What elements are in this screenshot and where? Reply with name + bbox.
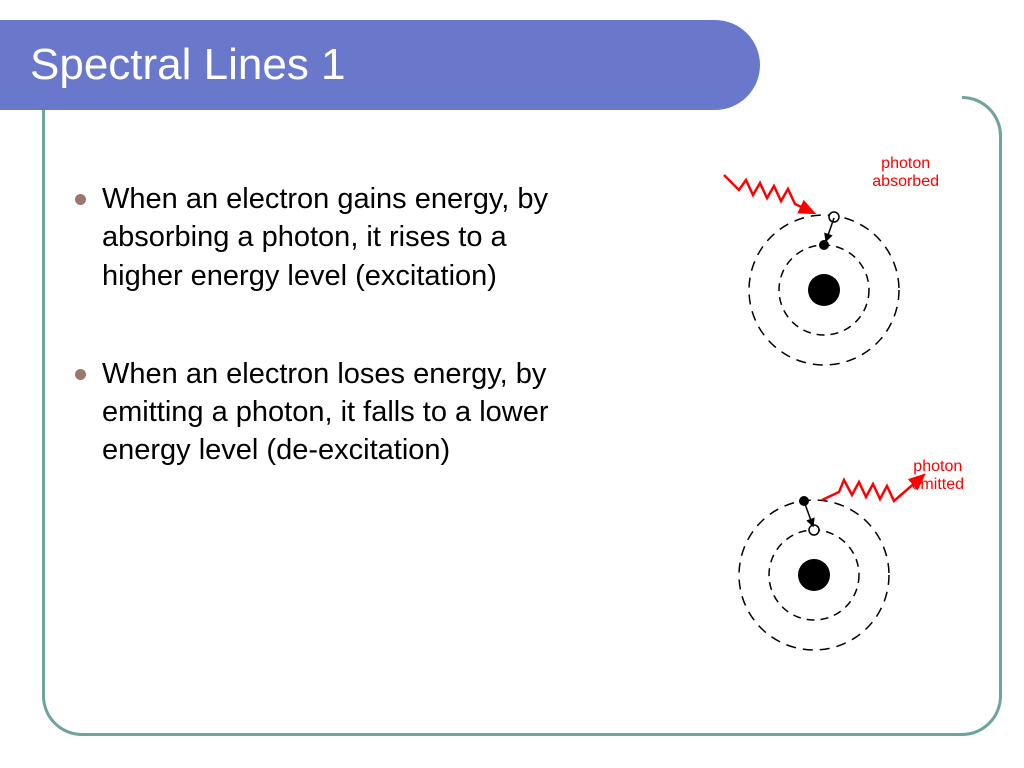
- frame-corner: [962, 96, 1002, 136]
- bullet-icon: [75, 369, 86, 380]
- photon-absorbed-label: photon absorbed: [872, 155, 939, 192]
- electron-lower: [819, 240, 829, 250]
- list-item: When an electron gains energy, by absorb…: [75, 180, 595, 295]
- diagram-absorption: photon absorbed: [684, 155, 964, 395]
- bullet-text: When an electron loses energy, by emitti…: [102, 355, 595, 470]
- slide-title: Spectral Lines 1: [30, 40, 346, 90]
- photon-emitted-label: photon emitted: [912, 458, 964, 495]
- transition-arrow: [805, 504, 813, 526]
- title-header: Spectral Lines 1: [0, 20, 760, 110]
- electron-upper: [829, 212, 839, 222]
- photon-wave-icon: [822, 475, 924, 501]
- bullet-list: When an electron gains energy, by absorb…: [75, 180, 595, 530]
- diagram-emission: photon emitted: [684, 430, 964, 670]
- nucleus: [798, 559, 830, 591]
- nucleus: [808, 274, 840, 306]
- bullet-text: When an electron gains energy, by absorb…: [102, 180, 595, 295]
- photon-wave-icon: [724, 175, 814, 213]
- transition-arrow: [826, 218, 834, 241]
- diagram-panel: photon absorbed: [684, 155, 984, 705]
- electron-lower: [809, 525, 819, 535]
- electron-upper: [799, 496, 809, 506]
- bullet-icon: [75, 194, 86, 205]
- list-item: When an electron loses energy, by emitti…: [75, 355, 595, 470]
